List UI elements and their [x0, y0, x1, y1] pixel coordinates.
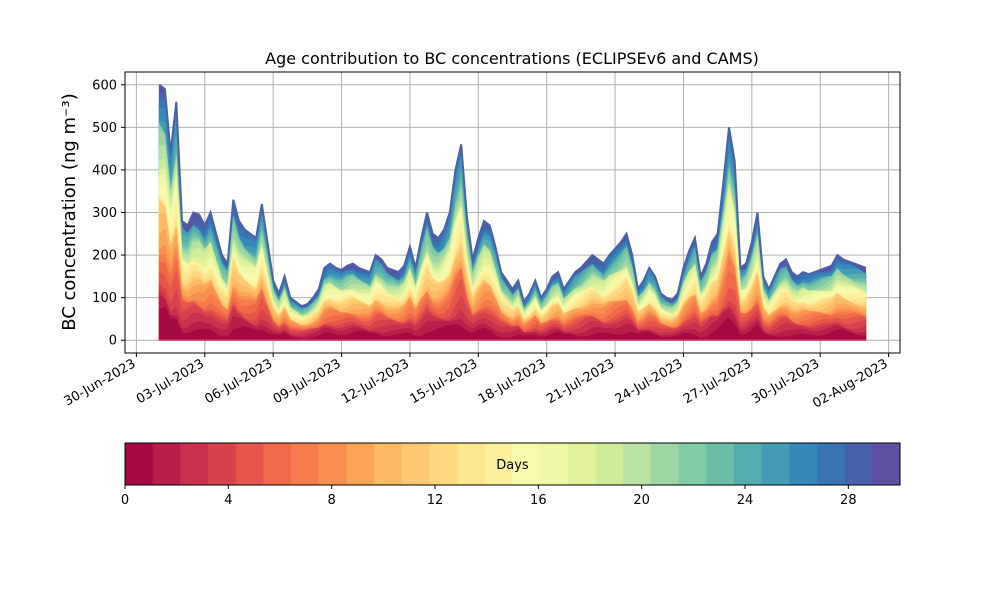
colorbar-tick-label: 0	[121, 493, 129, 508]
colorbar-label: Days	[496, 458, 529, 473]
y-tick-label: 200	[92, 249, 117, 264]
colorbar-tick-label: 20	[633, 493, 650, 508]
colorbar-frame	[124, 442, 901, 486]
age-band-area-2	[158, 288, 867, 341]
colorbar-swatch	[457, 443, 486, 485]
colorbar-tick-label: 24	[737, 493, 754, 508]
total-concentration-line	[158, 83, 867, 308]
colorbar-tick-label: 8	[328, 493, 336, 508]
colorbar-swatch	[263, 443, 292, 485]
colorbar: Days 0 4 8 12 16 20 24 28	[121, 442, 901, 508]
colorbar-swatch	[180, 443, 209, 485]
colorbar-swatch	[484, 443, 513, 485]
y-tick-label: 300	[92, 206, 117, 221]
colorbar-swatch	[401, 443, 430, 485]
chart-title: Age contribution to BC concentrations (E…	[265, 49, 759, 68]
colorbar-tick-label: 4	[224, 493, 232, 508]
colorbar-swatch	[844, 443, 873, 485]
colorbar-tick-label: 12	[427, 493, 444, 508]
colorbar-swatch	[152, 443, 181, 485]
colorbar-swatch	[567, 443, 597, 485]
colorbar-swatch	[512, 443, 541, 485]
colorbar-swatch	[540, 443, 569, 485]
colorbar-swatch	[678, 443, 707, 485]
y-tick-label: 500	[92, 121, 117, 136]
colorbar-swatch	[623, 443, 652, 485]
colorbar-swatch	[761, 443, 790, 485]
colorbar-swatch	[429, 443, 458, 485]
y-tick-label: 400	[92, 163, 117, 178]
colorbar-swatch	[595, 443, 624, 485]
y-axis: 0 100 200 300 400 500 600	[92, 78, 125, 349]
y-tick-label: 100	[92, 291, 117, 306]
colorbar-tick-label: 28	[840, 493, 857, 508]
colorbar-swatch	[872, 443, 901, 485]
colorbar-swatch	[650, 443, 680, 485]
colorbar-swatch	[346, 443, 375, 485]
colorbar-tick-label: 16	[530, 493, 547, 508]
y-tick-label: 600	[92, 78, 117, 93]
colorbar-swatch	[374, 443, 403, 485]
colorbar-swatch	[125, 443, 154, 485]
colorbar-swatch	[318, 443, 347, 485]
colorbar-swatch	[789, 443, 818, 485]
colorbar-swatch	[291, 443, 320, 485]
age-band-area-0	[158, 306, 867, 341]
colorbar-swatch	[816, 443, 846, 485]
y-axis-label: BC concentration (ng m⁻³)	[59, 93, 80, 331]
colorbar-swatch	[733, 443, 763, 485]
y-tick-label: 0	[109, 334, 117, 349]
colorbar-swatch	[208, 443, 237, 485]
age-stacked-areas	[158, 83, 867, 341]
colorbar-swatch	[235, 443, 264, 485]
colorbar-swatch	[706, 443, 735, 485]
